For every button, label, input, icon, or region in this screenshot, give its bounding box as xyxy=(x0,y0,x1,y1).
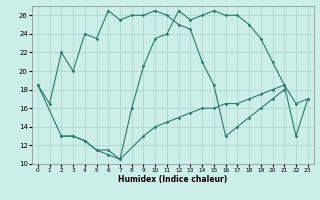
X-axis label: Humidex (Indice chaleur): Humidex (Indice chaleur) xyxy=(118,175,228,184)
